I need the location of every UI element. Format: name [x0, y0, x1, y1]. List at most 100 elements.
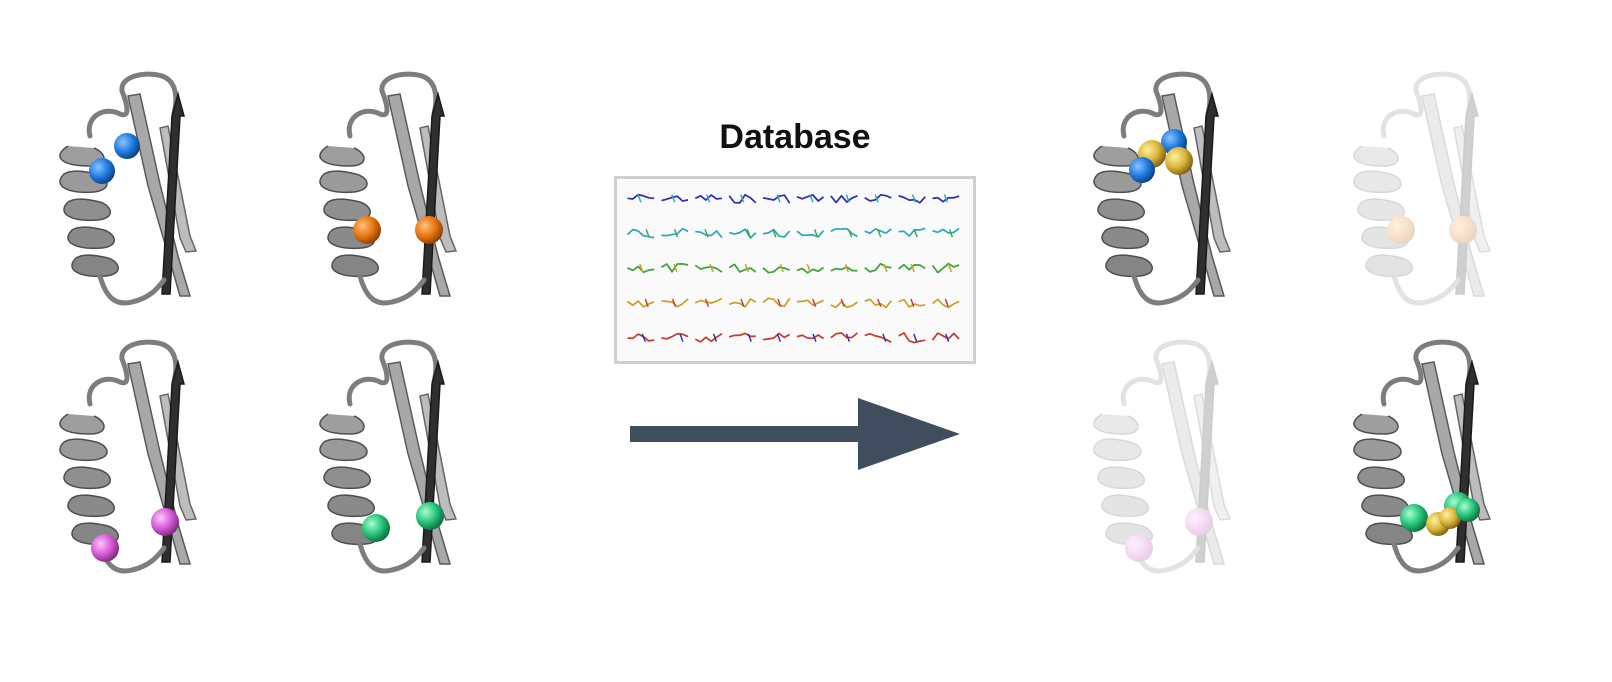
- fragment-side-chain: [779, 263, 784, 273]
- fragment-squiggle: [898, 332, 926, 344]
- database-title: Database: [719, 118, 871, 156]
- fragment-squiggle: [627, 193, 655, 200]
- fragment-side-chain: [673, 229, 679, 238]
- fragment-squiggle: [694, 333, 723, 343]
- fragment-squiggle: [627, 300, 655, 308]
- fragment-side-chain: [777, 298, 782, 308]
- fragment-squiggle: [728, 228, 757, 239]
- fragment-squiggle: [728, 332, 756, 338]
- fragment-squiggle: [694, 297, 723, 304]
- fragment-side-chain: [840, 298, 845, 308]
- fragment-squiggle: [728, 263, 757, 273]
- fragment-side-chain: [945, 333, 950, 342]
- fragment-side-chain: [913, 229, 918, 238]
- fragment-side-chain: [913, 333, 918, 342]
- fragment-squiggle: [694, 194, 723, 201]
- fragment-squiggle: [728, 298, 757, 308]
- fragment-side-chain: [639, 263, 644, 273]
- magenta-sphere: [151, 508, 179, 536]
- fragment-squiggle: [931, 332, 960, 341]
- result-green-pair: [1344, 334, 1514, 594]
- fragment-squiggle: [762, 297, 791, 308]
- fragment-squiggle: [864, 262, 892, 273]
- orange-sphere: [353, 216, 381, 244]
- process-arrow: [630, 398, 960, 470]
- fragment-side-chain: [947, 263, 953, 273]
- protein-blue-pair: [50, 66, 220, 326]
- fragment-squiggle: [864, 193, 892, 202]
- fragment-side-chain: [883, 263, 888, 273]
- fragment-side-chain: [944, 298, 949, 308]
- result-blue-pair: [1084, 66, 1254, 326]
- fragment-side-chain: [910, 263, 915, 273]
- orange-sphere: [1387, 216, 1415, 244]
- fragment-squiggle: [695, 230, 723, 239]
- fragment-side-chain: [874, 194, 879, 203]
- fragment-squiggle: [694, 264, 723, 273]
- fragment-side-chain: [776, 194, 781, 203]
- fragment-squiggle: [931, 298, 960, 309]
- fragment-squiggle: [762, 266, 790, 274]
- fragment-squiggle: [932, 227, 960, 234]
- fragment-side-chain: [704, 298, 710, 308]
- fragment-side-chain: [845, 333, 851, 342]
- fragment-squiggle: [762, 332, 791, 341]
- fragment-side-chain: [704, 229, 709, 238]
- result-orange-pair: [1344, 66, 1514, 326]
- arrow-shaft: [630, 426, 860, 442]
- fragment-side-chain: [671, 194, 676, 203]
- fragment-side-chain: [776, 333, 781, 342]
- protein-magenta-pair: [50, 334, 220, 594]
- fragment-side-chain: [910, 298, 915, 308]
- protein-orange-pair: [310, 66, 480, 326]
- green-sphere: [416, 502, 444, 530]
- fragment-squiggle: [762, 228, 791, 238]
- fragment-squiggle: [898, 227, 926, 237]
- fragment-side-chain: [679, 333, 684, 342]
- fragment-side-chain: [740, 194, 745, 203]
- magenta-sphere: [1185, 508, 1213, 536]
- fragment-squiggle: [931, 262, 960, 274]
- fragment-squiggle: [796, 230, 825, 238]
- fragment-side-chain: [645, 229, 650, 238]
- fragment-side-chain: [847, 229, 853, 238]
- fragment-side-chain: [813, 229, 819, 238]
- arrow-head: [858, 398, 960, 470]
- green-sphere: [1456, 498, 1480, 522]
- fragment-side-chain: [943, 194, 949, 203]
- green-sphere: [362, 514, 390, 542]
- fragment-side-chain: [877, 298, 882, 308]
- fragment-side-chain: [673, 263, 678, 273]
- fragment-side-chain: [812, 333, 817, 342]
- blue-sphere: [114, 133, 140, 159]
- fragment-squiggle: [864, 298, 893, 309]
- fragment-squiggle: [864, 332, 892, 343]
- fragment-squiggle: [627, 265, 655, 274]
- gold-sphere: [1165, 147, 1193, 175]
- protein-green-pair: [310, 334, 480, 594]
- fragment-squiggle: [830, 227, 858, 238]
- result-magenta-pair: [1084, 334, 1254, 594]
- fragment-side-chain: [845, 194, 850, 203]
- fragment-squiggle: [796, 334, 825, 340]
- green-sphere: [1400, 504, 1428, 532]
- fragment-squiggle: [627, 333, 655, 342]
- orange-sphere: [415, 216, 443, 244]
- fragment-side-chain: [882, 333, 887, 342]
- fragment-squiggle: [661, 227, 689, 237]
- fragment-side-chain: [740, 298, 745, 308]
- fragment-squiggle: [661, 332, 689, 340]
- fragment-squiggle: [762, 194, 791, 204]
- orange-sphere: [1449, 216, 1477, 244]
- fragment-side-chain: [772, 229, 777, 238]
- fragment-side-chain: [744, 263, 749, 273]
- fragment-side-chain: [911, 194, 917, 203]
- fragment-side-chain: [747, 333, 752, 342]
- blue-sphere: [89, 158, 115, 184]
- fragment-side-chain: [844, 263, 849, 273]
- blue-sphere: [1129, 157, 1155, 183]
- fragment-side-chain: [809, 194, 814, 203]
- fragment-squiggle: [898, 194, 926, 204]
- fragment-squiggle: [830, 332, 858, 339]
- fragment-side-chain: [705, 194, 711, 203]
